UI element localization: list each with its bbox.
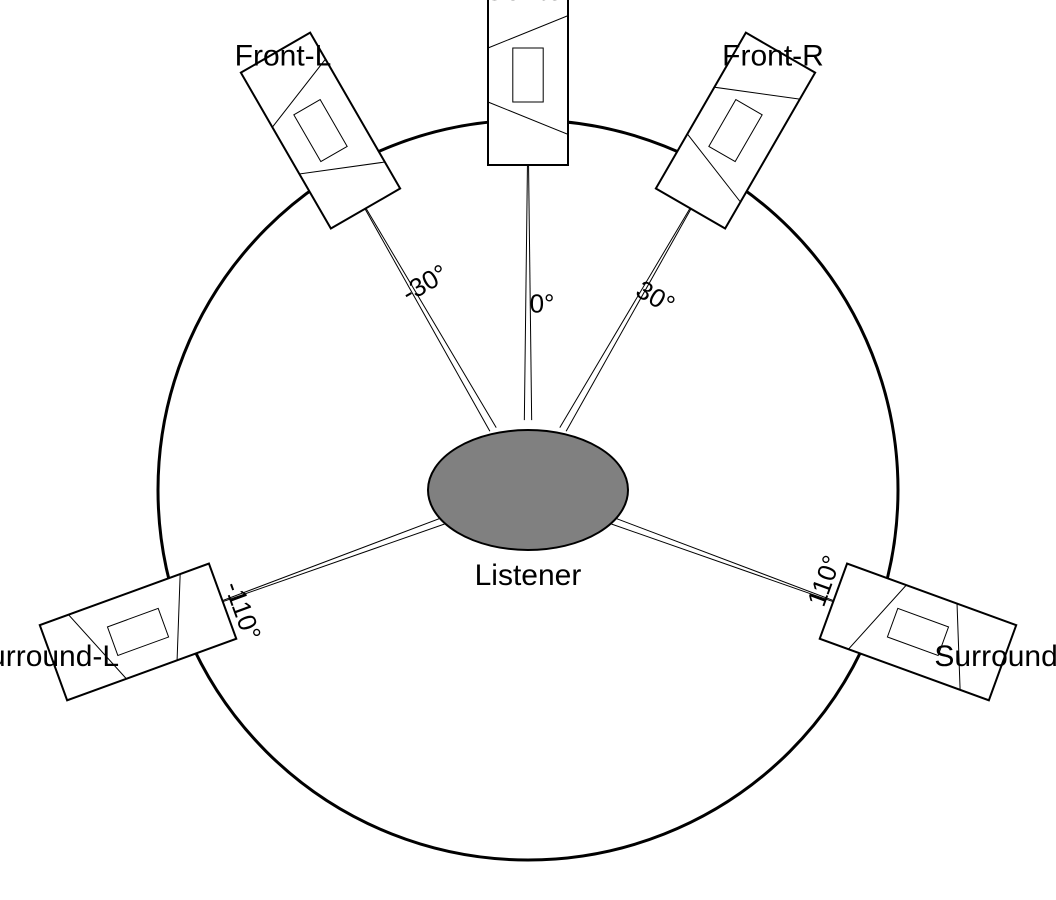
speaker-center <box>488 0 568 165</box>
speaker-front-l-label: Front-L <box>235 40 332 73</box>
speaker-surround-l-box <box>40 564 237 701</box>
angle-front-l: -30° <box>396 258 453 308</box>
surround-diagram: Listener Center 0° Front-R 30° Front-L -30° Sur… <box>0 0 1056 900</box>
speaker-center-box <box>488 0 568 165</box>
speaker-surround-l <box>40 564 237 701</box>
angle-center: 0° <box>530 288 555 318</box>
speaker-surround-r-box <box>820 564 1017 701</box>
speaker-center-label: Center <box>483 0 573 7</box>
speaker-surround-r-label: Surround-R <box>934 640 1056 673</box>
angle-front-r: 30° <box>631 274 680 320</box>
speaker-front-r-label: Front-R <box>722 40 824 73</box>
listener-head <box>428 430 628 550</box>
speaker-surround-r <box>820 564 1017 701</box>
speaker-surround-l-label: Surround-L <box>0 640 119 673</box>
listener-label: Listener <box>475 559 582 592</box>
